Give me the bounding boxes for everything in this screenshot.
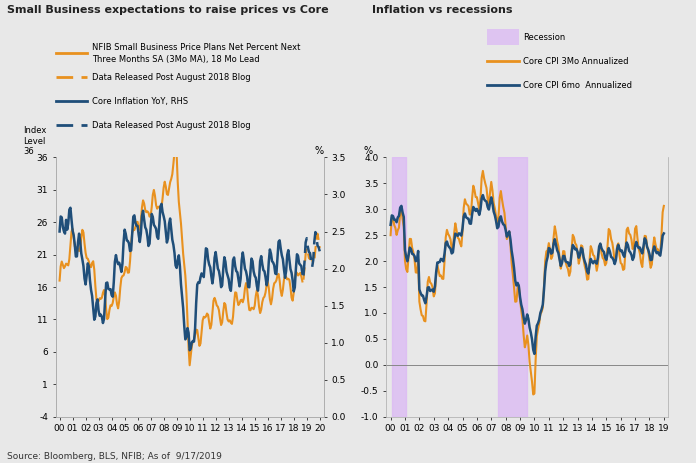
Text: Data Released Post August 2018 Blog: Data Released Post August 2018 Blog	[92, 73, 251, 82]
Text: Core CPI 6mo  Annualized: Core CPI 6mo Annualized	[523, 81, 633, 90]
Text: %: %	[364, 146, 373, 156]
Text: Source: Bloomberg, BLS, NFIB; As of  9/17/2019: Source: Bloomberg, BLS, NFIB; As of 9/17…	[7, 452, 222, 461]
Text: Core CPI 3Mo Annualized: Core CPI 3Mo Annualized	[523, 56, 629, 66]
Text: Recession: Recession	[523, 32, 566, 42]
Text: Data Released Post August 2018 Blog: Data Released Post August 2018 Blog	[92, 121, 251, 130]
Text: Small Business expectations to raise prices vs Core: Small Business expectations to raise pri…	[7, 5, 329, 15]
Text: Inflation vs recessions: Inflation vs recessions	[372, 5, 513, 15]
Bar	[392, 157, 406, 417]
Text: Core Inflation YoY, RHS: Core Inflation YoY, RHS	[92, 97, 188, 106]
Text: Index
Level
36: Index Level 36	[24, 126, 47, 156]
Bar	[498, 157, 528, 417]
Text: NFIB Small Business Price Plans Net Percent Next
Three Months SA (3Mo MA), 18 Mo: NFIB Small Business Price Plans Net Perc…	[92, 43, 300, 63]
Text: %: %	[315, 146, 324, 156]
